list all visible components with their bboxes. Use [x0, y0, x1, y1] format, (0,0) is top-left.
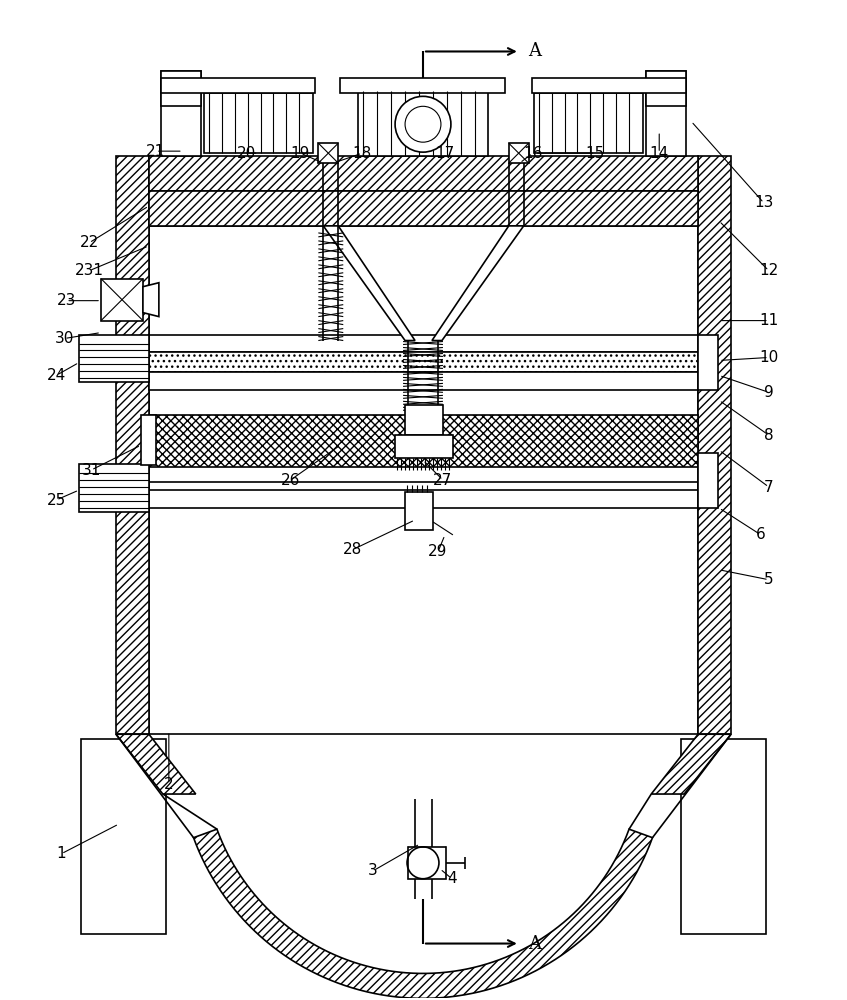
Text: 30: 30 — [54, 331, 74, 346]
Bar — [79, 335, 149, 382]
Bar — [534, 93, 643, 153]
Bar — [204, 93, 313, 153]
Bar — [681, 739, 766, 934]
Text: 8: 8 — [764, 428, 773, 443]
Bar — [81, 739, 166, 934]
Polygon shape — [324, 226, 415, 341]
Text: 17: 17 — [435, 146, 455, 161]
Bar — [395, 435, 453, 458]
Bar — [141, 415, 156, 465]
Polygon shape — [116, 734, 196, 794]
Text: 2: 2 — [164, 777, 174, 792]
Bar — [509, 143, 529, 163]
Text: 6: 6 — [756, 527, 766, 542]
Bar — [408, 847, 446, 879]
Text: 21: 21 — [147, 144, 165, 159]
Text: 20: 20 — [237, 146, 256, 161]
Text: 11: 11 — [759, 313, 778, 328]
Circle shape — [395, 96, 451, 152]
Bar — [161, 78, 315, 93]
Text: 4: 4 — [447, 871, 457, 886]
Text: 12: 12 — [759, 263, 778, 278]
Bar — [698, 335, 718, 390]
Text: 15: 15 — [586, 146, 605, 161]
Text: 24: 24 — [47, 368, 66, 383]
Bar — [149, 372, 698, 390]
Text: 27: 27 — [434, 473, 452, 488]
Bar — [101, 279, 143, 321]
Polygon shape — [149, 191, 698, 226]
Text: 16: 16 — [523, 146, 542, 161]
Text: 18: 18 — [352, 146, 372, 161]
Bar — [646, 71, 686, 156]
Text: 28: 28 — [342, 542, 362, 557]
Bar — [149, 490, 698, 508]
Text: 25: 25 — [47, 493, 66, 508]
Text: A: A — [528, 42, 540, 60]
Text: 14: 14 — [650, 146, 669, 161]
Text: 9: 9 — [764, 385, 774, 400]
Text: 7: 7 — [764, 480, 773, 495]
Bar — [405, 405, 443, 435]
Bar — [161, 71, 201, 156]
Polygon shape — [149, 156, 698, 191]
Text: 19: 19 — [291, 146, 310, 161]
Bar — [698, 453, 718, 508]
Text: 23: 23 — [57, 293, 76, 308]
Bar — [161, 71, 201, 106]
Bar — [340, 78, 505, 93]
Text: 5: 5 — [764, 572, 773, 587]
Bar — [532, 78, 686, 93]
Text: A: A — [528, 935, 540, 953]
Bar — [149, 467, 698, 482]
Polygon shape — [698, 156, 731, 734]
Polygon shape — [651, 734, 731, 794]
Bar — [318, 143, 338, 163]
Bar — [405, 492, 433, 530]
Bar — [149, 352, 698, 372]
Text: 31: 31 — [81, 463, 101, 478]
Text: 29: 29 — [429, 544, 448, 559]
Text: 3: 3 — [368, 863, 378, 878]
Bar — [149, 335, 698, 352]
Text: 26: 26 — [280, 473, 300, 488]
Text: 22: 22 — [80, 235, 99, 250]
Text: 231: 231 — [75, 263, 103, 278]
Bar — [646, 71, 686, 106]
Text: 10: 10 — [759, 350, 778, 365]
Bar — [79, 464, 149, 512]
Text: 13: 13 — [754, 195, 773, 210]
Bar — [149, 226, 698, 734]
Polygon shape — [432, 226, 523, 341]
Polygon shape — [116, 156, 149, 734]
Bar — [358, 91, 488, 156]
Text: 1: 1 — [57, 846, 66, 861]
Polygon shape — [143, 283, 159, 317]
Bar — [149, 415, 698, 470]
Polygon shape — [193, 829, 652, 998]
